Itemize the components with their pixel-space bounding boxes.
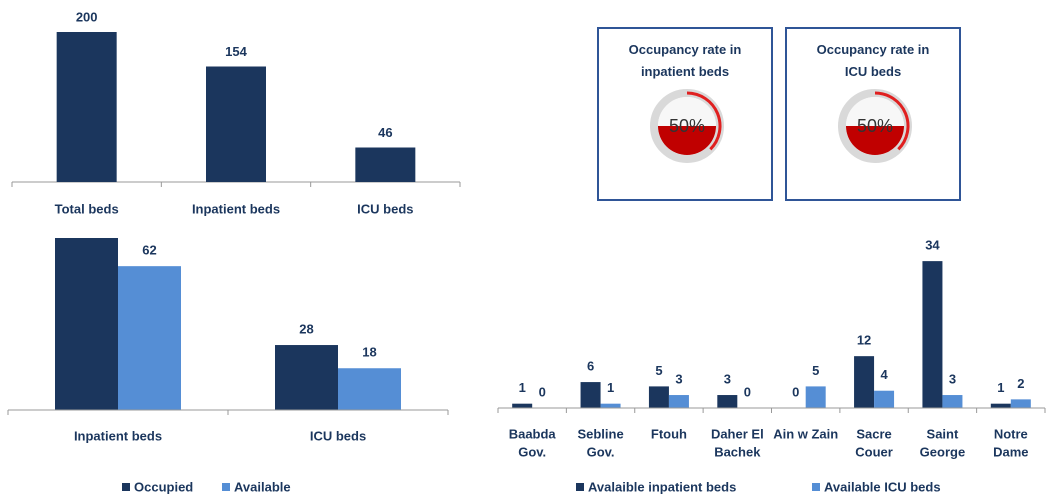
- bar: [512, 403, 533, 408]
- gauge-value: 50%: [669, 116, 705, 136]
- legend-label: Occupied: [134, 479, 193, 494]
- bar: [600, 403, 621, 408]
- value-label: 0: [539, 384, 546, 399]
- x-tick-label: Gov.: [587, 444, 615, 459]
- value-label: 0: [744, 384, 751, 399]
- gauge-arc: [686, 91, 722, 151]
- bar: [1010, 399, 1031, 408]
- kpi-card: Occupancy rate in ICU beds: [785, 27, 961, 201]
- plot: [55, 238, 401, 410]
- gauge-fill: [658, 126, 716, 155]
- x-tick-label: Total beds: [55, 201, 119, 216]
- value-label: 200: [76, 9, 98, 24]
- bar: [942, 395, 963, 408]
- value-label: 1: [997, 380, 1004, 395]
- value-label: 2: [1017, 376, 1024, 391]
- kpi-card: Occupancy rate in inpatient beds: [597, 27, 773, 201]
- bar: [56, 32, 117, 182]
- value-label: 0: [792, 384, 799, 399]
- x-tick-label: Daher El: [711, 426, 764, 441]
- value-label: 5: [655, 363, 662, 378]
- x-tick-label: Dame: [993, 444, 1028, 459]
- x-tick-label: Bachek: [714, 444, 761, 459]
- value-label: 18: [362, 345, 376, 360]
- x-tick-label: Saint: [927, 426, 959, 441]
- value-label: 1: [519, 380, 526, 395]
- kpi-title: Occupancy rate in ICU beds: [816, 42, 930, 79]
- value-label: 12: [857, 333, 871, 348]
- value-label: 46: [378, 125, 392, 140]
- bar: [717, 395, 738, 408]
- value-label: 1: [607, 380, 614, 395]
- bar: [874, 390, 895, 408]
- x-tick-label: Gov.: [518, 444, 546, 459]
- x-tick-label: Baabda: [509, 426, 557, 441]
- x-tick-label: Inpatient beds: [192, 201, 280, 216]
- value-label: 62: [142, 243, 156, 258]
- x-tick-label: Sacre: [856, 426, 891, 441]
- legend-label: Avalaible inpatient beds: [588, 479, 736, 494]
- gauge-fill: [846, 126, 904, 155]
- value-label: 34: [925, 238, 940, 253]
- bar: [922, 261, 943, 408]
- x-tick-label: ICU beds: [310, 428, 366, 443]
- bar: [118, 266, 181, 410]
- legend-label: Available ICU beds: [824, 479, 941, 494]
- legend-swatch: [576, 483, 584, 491]
- x-tick-label: Ain w Zain: [773, 426, 838, 441]
- bar: [275, 345, 338, 410]
- value-label: 6: [587, 359, 594, 374]
- legend-swatch: [122, 483, 130, 491]
- x-tick-label: Notre: [994, 426, 1028, 441]
- x-tick-label: Ftouh: [651, 426, 687, 441]
- value-label: 28: [299, 321, 313, 336]
- plot: [512, 261, 1031, 408]
- legend-label: Available: [234, 479, 291, 494]
- value-label: 3: [949, 371, 956, 386]
- value-label: 3: [675, 371, 682, 386]
- value-label: 5: [812, 363, 819, 378]
- bar: [580, 382, 601, 408]
- bar: [55, 238, 118, 410]
- bar: [805, 386, 826, 408]
- bar: [668, 395, 689, 408]
- bar: [338, 368, 401, 410]
- x-tick-label: ICU beds: [357, 201, 413, 216]
- bar: [355, 147, 416, 182]
- value-label: 154: [225, 44, 247, 59]
- bar: [648, 386, 669, 408]
- value-label: 4: [880, 367, 888, 382]
- bar: [990, 403, 1011, 408]
- bar: [206, 66, 266, 182]
- x-tick-label: Couer: [855, 444, 893, 459]
- gauge-value: 50%: [857, 116, 893, 136]
- x-tick-label: George: [920, 444, 966, 459]
- bar: [854, 356, 875, 408]
- legend-swatch: [812, 483, 820, 491]
- value-label: 3: [724, 371, 731, 386]
- x-tick-label: Sebline: [577, 426, 623, 441]
- legend-swatch: [222, 483, 230, 491]
- x-tick-label: Inpatient beds: [74, 428, 162, 443]
- kpi-title: Occupancy rate in inpatient beds: [628, 42, 742, 79]
- gauge-arc: [874, 91, 910, 151]
